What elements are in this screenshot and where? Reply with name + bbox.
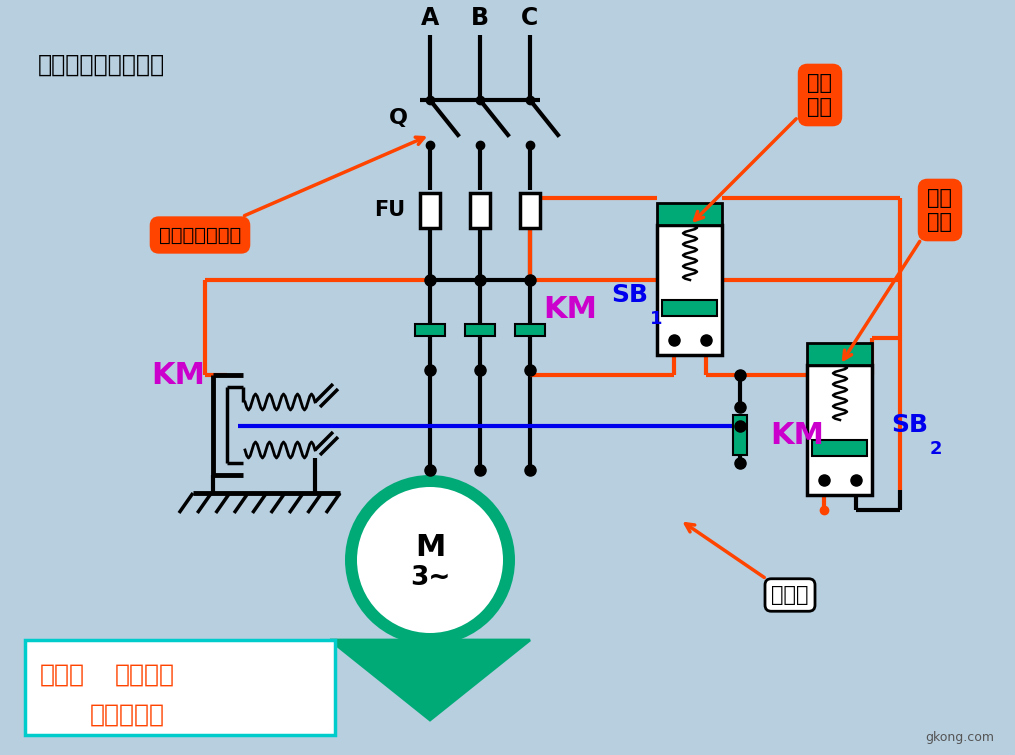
Bar: [658, 225, 723, 355]
Text: 自保持: 自保持: [685, 524, 809, 605]
Bar: [465, 324, 495, 336]
Bar: [812, 440, 868, 456]
Text: SB: SB: [611, 283, 649, 307]
Bar: [658, 203, 723, 225]
Bar: [808, 343, 873, 365]
Bar: [420, 193, 439, 227]
Text: 起动
按钮: 起动 按钮: [843, 189, 952, 359]
Bar: [25, 640, 335, 735]
Text: M: M: [415, 534, 446, 562]
Bar: [515, 324, 545, 336]
Bar: [733, 415, 747, 455]
Bar: [415, 324, 445, 336]
Text: 3~: 3~: [410, 565, 451, 591]
Text: KM: KM: [770, 421, 824, 449]
Text: 简单的接触器控制：: 简单的接触器控制：: [38, 53, 165, 77]
Bar: [520, 193, 540, 227]
Text: B: B: [471, 6, 489, 30]
Text: gkong.com: gkong.com: [926, 732, 995, 744]
Bar: [808, 365, 873, 495]
Text: 特点：: 特点：: [40, 663, 85, 687]
Text: FU: FU: [375, 200, 406, 220]
Text: 停止
按钮: 停止 按钮: [694, 73, 832, 220]
Circle shape: [345, 475, 515, 645]
Text: 制大电流。: 制大电流。: [90, 703, 165, 727]
Text: C: C: [522, 6, 539, 30]
Polygon shape: [330, 640, 530, 720]
Bar: [470, 193, 490, 227]
Text: KM: KM: [151, 360, 205, 390]
Text: 刀闸起隔离作用: 刀闸起隔离作用: [159, 137, 424, 245]
Circle shape: [357, 487, 503, 633]
Text: SB: SB: [891, 413, 929, 437]
Bar: [663, 300, 718, 316]
Text: 小电流控: 小电流控: [115, 663, 175, 687]
Text: Q: Q: [389, 108, 407, 128]
Text: KM: KM: [543, 295, 597, 325]
Text: A: A: [421, 6, 439, 30]
Text: 2: 2: [930, 440, 943, 458]
Text: 1: 1: [650, 310, 663, 328]
